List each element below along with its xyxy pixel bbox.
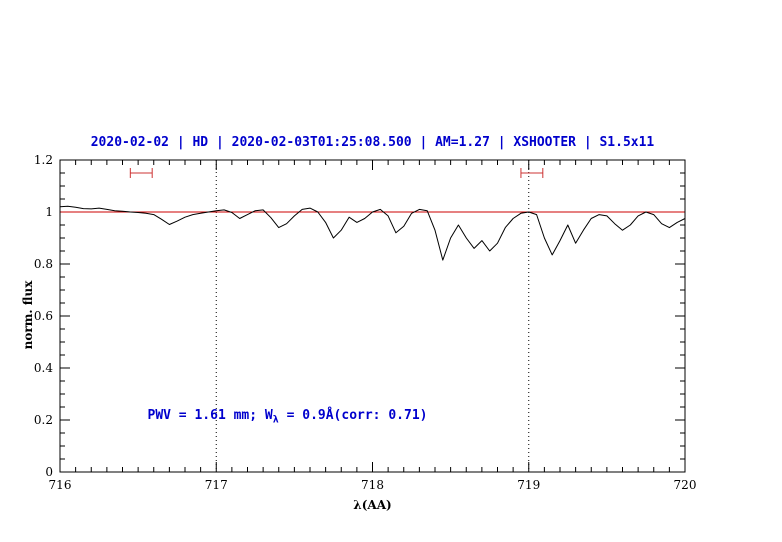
annotation-lambda-subscript: λ <box>272 414 279 426</box>
y-axis-label: norm. flux <box>21 280 35 350</box>
plot-frame <box>59 159 686 473</box>
spectrum-line <box>59 205 686 261</box>
y-tick-label: 0.8 <box>34 257 53 271</box>
y-tick-label: 1 <box>45 205 53 219</box>
annotation-prefix: PWV = 1.61 mm; W <box>147 408 273 424</box>
x-tick-label: 717 <box>205 478 228 492</box>
annotation-suffix: = 0.9Å(corr: 0.71) <box>278 408 428 424</box>
x-axis-label: λ(AA) <box>353 498 392 512</box>
y-tick-label: 0 <box>45 465 53 479</box>
y-tick-label: 0.2 <box>34 413 53 427</box>
range-markers <box>129 168 544 178</box>
x-tick-label: 718 <box>361 478 384 492</box>
pwv-annotation: PWV = 1.61 mm; Wλ = 0.9Å(corr: 0.71) <box>148 408 428 426</box>
y-tick-label: 1.2 <box>34 153 53 167</box>
axis-tick-labels: 716 717 718 719 720 0 0.2 0.4 0.6 0.8 1 1.2 <box>34 153 697 492</box>
x-tick-label: 720 <box>674 478 697 492</box>
chart-title: 2020-02-02 | HD | 2020-02-03T01:25:08.50… <box>90 135 655 150</box>
y-tick-label: 0.4 <box>34 361 53 375</box>
y-tick-label: 0.6 <box>34 309 53 323</box>
x-tick-label: 719 <box>517 478 540 492</box>
x-tick-label: 716 <box>49 478 72 492</box>
spectrum-series <box>59 205 686 261</box>
